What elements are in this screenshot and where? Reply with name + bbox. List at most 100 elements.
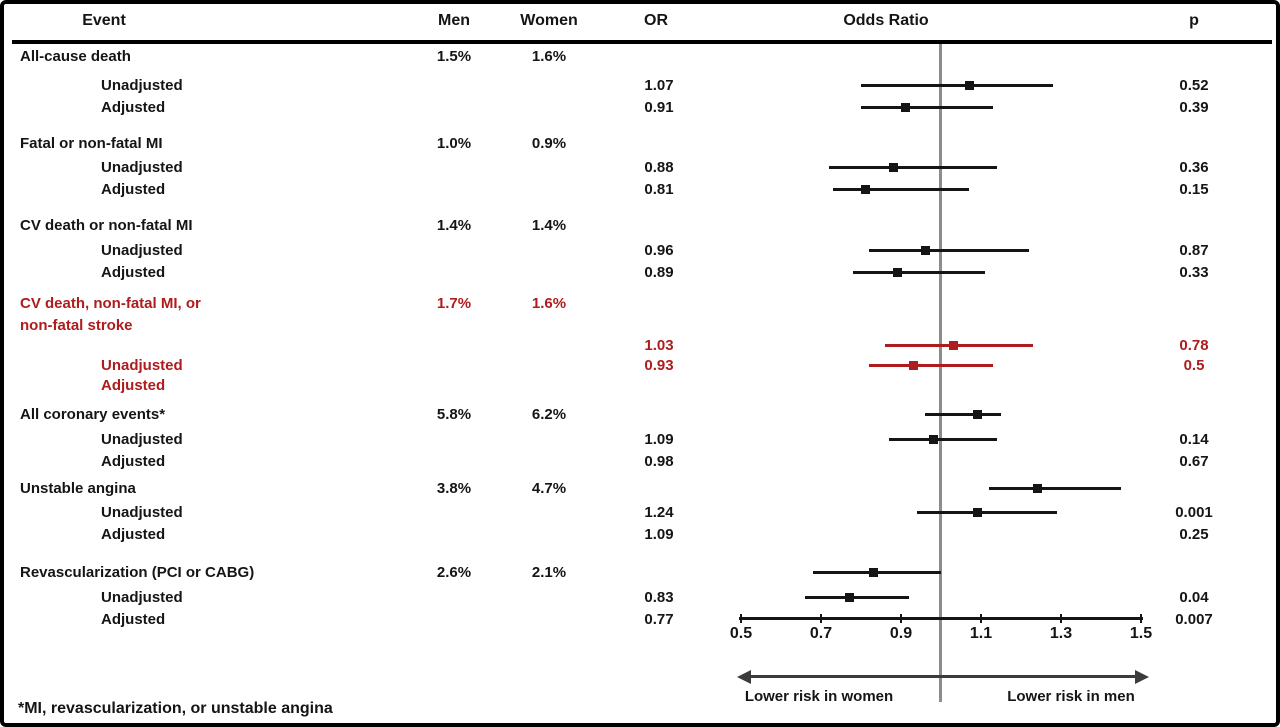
or-value: 0.93 bbox=[644, 357, 674, 374]
reference-line bbox=[939, 44, 942, 702]
ci-line bbox=[833, 187, 969, 191]
arrow-head-left-icon bbox=[737, 670, 751, 684]
event-label: Fatal or non-fatal MI bbox=[20, 135, 163, 152]
men-value: 2.6% bbox=[436, 564, 472, 581]
x-axis-tick-label: 0.9 bbox=[889, 625, 913, 642]
men-value: 3.8% bbox=[436, 480, 472, 497]
or-value: 0.98 bbox=[644, 453, 674, 470]
p-value: 0.67 bbox=[1179, 453, 1209, 470]
or-marker bbox=[948, 340, 958, 350]
event-label: Unstable angina bbox=[20, 480, 136, 497]
subgroup-label: Unadjusted bbox=[101, 159, 183, 176]
x-axis-tick-label: 0.5 bbox=[729, 625, 753, 642]
or-marker bbox=[860, 184, 870, 194]
p-value: 0.33 bbox=[1179, 264, 1209, 281]
col-header-p: p bbox=[1189, 12, 1199, 29]
p-value: 0.04 bbox=[1179, 589, 1209, 606]
or-marker bbox=[844, 592, 854, 602]
or-value: 1.24 bbox=[644, 504, 674, 521]
col-header-odds-ratio: Odds Ratio bbox=[843, 12, 929, 29]
col-header-men: Men bbox=[438, 12, 470, 29]
ci-line bbox=[889, 437, 997, 441]
direction-arrow bbox=[751, 675, 1137, 678]
p-value: 0.87 bbox=[1179, 242, 1209, 259]
event-label: All-cause death bbox=[20, 48, 131, 65]
ci-line bbox=[861, 105, 993, 109]
ci-line bbox=[989, 486, 1121, 490]
p-value: 0.15 bbox=[1179, 181, 1209, 198]
women-value: 2.1% bbox=[531, 564, 567, 581]
or-value: 0.83 bbox=[644, 589, 674, 606]
men-value: 1.0% bbox=[436, 135, 472, 152]
or-value: 0.89 bbox=[644, 264, 674, 281]
or-marker bbox=[892, 267, 902, 277]
p-value: 0.14 bbox=[1179, 431, 1209, 448]
men-value: 1.7% bbox=[436, 295, 472, 312]
or-value: 1.03 bbox=[644, 337, 674, 354]
subgroup-label: Adjusted bbox=[101, 99, 166, 116]
subgroup-label: Unadjusted bbox=[101, 357, 183, 374]
col-header-event: Event bbox=[82, 12, 126, 29]
subgroup-label: Unadjusted bbox=[101, 77, 183, 94]
subgroup-label: Adjusted bbox=[101, 264, 166, 281]
or-marker bbox=[972, 409, 982, 419]
p-value: 0.25 bbox=[1179, 526, 1209, 543]
x-axis-tick-label: 1.5 bbox=[1129, 625, 1153, 642]
ci-line bbox=[829, 165, 997, 169]
x-axis-tick bbox=[740, 614, 742, 623]
women-value: 6.2% bbox=[531, 406, 567, 423]
men-value: 5.8% bbox=[436, 406, 472, 423]
subgroup-label: Adjusted bbox=[101, 526, 166, 543]
subgroup-label: Adjusted bbox=[101, 453, 166, 470]
women-value: 1.6% bbox=[531, 295, 567, 312]
ci-line bbox=[869, 248, 1029, 252]
p-value: 0.5 bbox=[1183, 357, 1205, 374]
p-value: 0.36 bbox=[1179, 159, 1209, 176]
or-value: 0.77 bbox=[644, 611, 674, 628]
subgroup-label: Unadjusted bbox=[101, 242, 183, 259]
subgroup-label: Adjusted bbox=[101, 611, 166, 628]
arrow-left-label: Lower risk in women bbox=[744, 688, 894, 705]
or-marker bbox=[928, 434, 938, 444]
ci-line bbox=[853, 270, 985, 274]
women-value: 1.6% bbox=[531, 48, 567, 65]
or-value: 1.09 bbox=[644, 431, 674, 448]
arrow-head-right-icon bbox=[1135, 670, 1149, 684]
p-value: 0.007 bbox=[1175, 611, 1213, 628]
x-axis-tick-label: 1.3 bbox=[1049, 625, 1073, 642]
ci-line bbox=[885, 343, 1033, 347]
p-value: 0.001 bbox=[1175, 504, 1213, 521]
event-label: Revascularization (PCI or CABG) bbox=[20, 564, 255, 581]
or-marker bbox=[868, 567, 878, 577]
x-axis-tick-label: 0.7 bbox=[809, 625, 833, 642]
subgroup-label: Adjusted bbox=[101, 181, 166, 198]
or-value: 1.07 bbox=[644, 77, 674, 94]
or-marker bbox=[900, 102, 910, 112]
men-value: 1.4% bbox=[436, 217, 472, 234]
ci-line bbox=[861, 83, 1053, 87]
men-value: 1.5% bbox=[436, 48, 472, 65]
or-marker bbox=[972, 507, 982, 517]
subgroup-label: Unadjusted bbox=[101, 431, 183, 448]
x-axis-tick bbox=[1060, 614, 1062, 623]
subgroup-label: Unadjusted bbox=[101, 589, 183, 606]
women-value: 1.4% bbox=[531, 217, 567, 234]
x-axis-line bbox=[739, 617, 1143, 620]
event-label: CV death, non-fatal MI, or bbox=[20, 295, 201, 312]
ci-line bbox=[925, 412, 1001, 416]
p-value: 0.52 bbox=[1179, 77, 1209, 94]
footnote: *MI, revascularization, or unstable angi… bbox=[18, 700, 333, 717]
x-axis-tick bbox=[1140, 614, 1142, 623]
col-header-women: Women bbox=[520, 12, 578, 29]
or-marker bbox=[1032, 483, 1042, 493]
event-label: CV death or non-fatal MI bbox=[20, 217, 193, 234]
or-value: 0.91 bbox=[644, 99, 674, 116]
or-marker bbox=[908, 360, 918, 370]
x-axis-tick bbox=[980, 614, 982, 623]
ci-line bbox=[805, 595, 909, 599]
ci-line bbox=[917, 510, 1057, 514]
women-value: 0.9% bbox=[531, 135, 567, 152]
women-value: 4.7% bbox=[531, 480, 567, 497]
subgroup-label: Unadjusted bbox=[101, 504, 183, 521]
